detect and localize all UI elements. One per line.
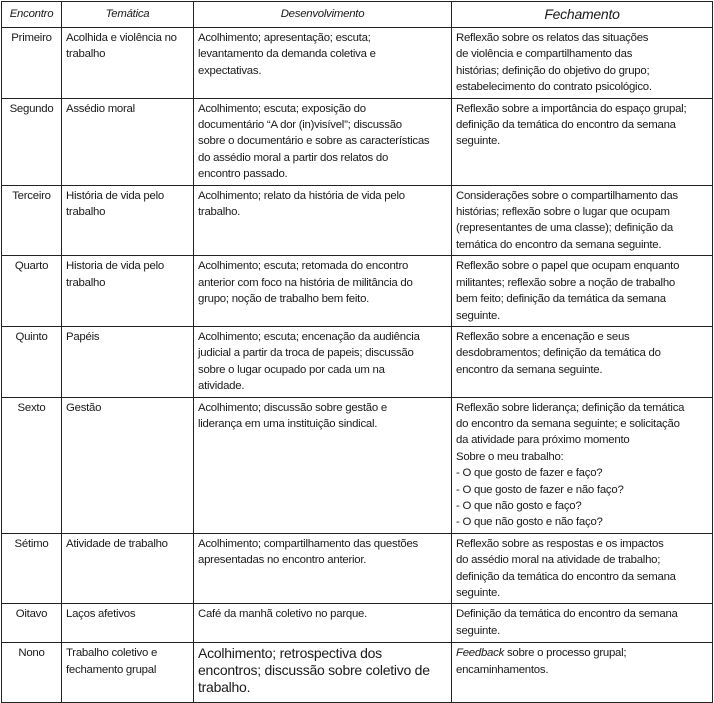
cell-tematica: Assédio moral — [61, 97, 194, 186]
header-desenvolvimento: Desenvolvimento — [193, 1, 452, 28]
cell-tematica: Papéis — [61, 325, 194, 398]
header-tematica: Temática — [61, 1, 194, 28]
table-row: Segundo Assédio moral Acolhimento; escuta;… — [1, 97, 713, 186]
cell-encontro: Terceiro — [1, 184, 62, 257]
cell-tematica: Gestão — [61, 396, 194, 534]
cell-fechamento: Reflexão sobre os relatos das situações … — [451, 27, 713, 99]
table-row: Sétimo Atividade de trabalho Acolhimento; … — [1, 532, 713, 605]
cell-desenvolvimento: Acolhimento; escuta; exposição do docume… — [193, 97, 452, 186]
header-row: Encontro Temática Desenvolvimento Fecham… — [1, 1, 713, 28]
header-fechamento: Fechamento — [451, 1, 713, 28]
cell-fechamento: Reflexão sobre a encenação e seus desdob… — [451, 325, 713, 398]
cell-desenvolvimento: Acolhimento; compartilhamento das questõ… — [193, 532, 452, 605]
cell-encontro: Segundo — [1, 97, 62, 186]
cell-encontro: Sétimo — [1, 532, 62, 605]
cell-tematica: Acolhida e violência no trabalho — [61, 27, 194, 99]
cell-encontro: Primeiro — [1, 27, 62, 99]
cell-desenvolvimento: Acolhimento; escuta; encenação da audiên… — [193, 325, 452, 398]
cell-encontro: Sexto — [1, 396, 62, 534]
cell-desenvolvimento: Café da manhã coletivo no parque. — [193, 603, 452, 644]
cell-fechamento: Reflexão sobre liderança; definição da t… — [451, 396, 713, 534]
cell-encontro: Quarto — [1, 255, 62, 327]
cell-desenvolvimento: Acolhimento; escuta; retomada do encontr… — [193, 255, 452, 327]
cell-tematica: História de vida pelo trabalho — [61, 184, 194, 257]
cell-encontro: Oitavo — [1, 603, 62, 644]
cell-fechamento: Considerações sobre o compartilhamento d… — [451, 184, 713, 257]
table-row: Oitavo Laços afetivos Café da manhã coleti… — [1, 603, 713, 644]
cell-fechamento: Reflexão sobre a importância do espaço g… — [451, 97, 713, 186]
cell-tematica: Laços afetivos — [61, 603, 194, 644]
cell-fechamento: Reflexão sobre o papel que ocupam enquan… — [451, 255, 713, 327]
cell-tematica: Atividade de trabalho — [61, 532, 194, 605]
header-encontro: Encontro — [1, 1, 62, 28]
cell-fechamento-italic: Feedback — [456, 647, 505, 660]
cell-fechamento: Reflexão sobre as respostas e os impacto… — [451, 532, 713, 605]
cell-desenvolvimento: Acolhimento; discussão sobre gestão e li… — [193, 396, 452, 534]
table-row: Sexto Gestão Acolhimento; discussão sobre … — [1, 396, 713, 534]
table-row: Quinto Papéis Acolhimento; escuta; encenaç… — [1, 325, 713, 398]
cell-encontro: Quinto — [1, 325, 62, 398]
cell-fechamento: Definição da temática do encontro da sem… — [451, 603, 713, 644]
table-row: Primeiro Acolhida e violência no trabalho… — [1, 27, 713, 99]
cell-desenvolvimento: Acolhimento; apresentação; escuta; levan… — [193, 27, 452, 99]
table-row: Terceiro História de vida pelo trabalho Ac… — [1, 184, 713, 257]
table-row: Quarto Historia de vida pelo trabalho Acol… — [1, 255, 713, 327]
cell-desenvolvimento: Acolhimento; relato da história de vida … — [193, 184, 452, 257]
cell-tematica: Historia de vida pelo trabalho — [61, 255, 194, 327]
